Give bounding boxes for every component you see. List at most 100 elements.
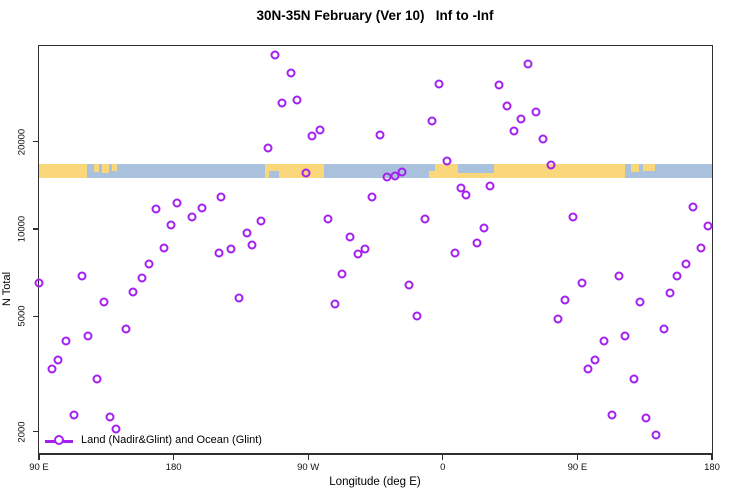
data-point [629, 374, 639, 384]
y-tick-label: 2000 [16, 421, 28, 443]
data-point [553, 314, 563, 324]
data-point [111, 424, 121, 434]
data-point [577, 278, 587, 288]
y-tick-mark [33, 141, 38, 143]
data-point [375, 130, 385, 140]
data-point [270, 50, 280, 60]
y-axis-title: N Total [1, 271, 13, 307]
data-point [105, 412, 115, 422]
data-point [502, 101, 512, 111]
y-tick-mark [33, 431, 38, 433]
x-tick-label: 180 [165, 462, 182, 473]
x-axis-title: Longitude (deg E) [329, 476, 421, 488]
data-point [681, 259, 691, 269]
data-point [461, 190, 471, 200]
x-tick-mark [38, 455, 40, 460]
data-point [568, 212, 578, 222]
ocean-patch [268, 171, 280, 178]
data-point [187, 212, 197, 222]
x-tick-mark [172, 455, 175, 460]
data-point [99, 297, 109, 307]
data-point [242, 228, 252, 238]
data-point [216, 192, 226, 202]
land-segment [631, 164, 639, 172]
data-point [172, 198, 182, 208]
data-point [620, 331, 630, 341]
data-point [607, 410, 617, 420]
x-tick-label: 90 E [567, 462, 588, 473]
data-point [247, 240, 257, 250]
data-point [214, 248, 224, 258]
y-tick-label: 20000 [16, 128, 28, 155]
data-point [546, 160, 556, 170]
data-point [286, 68, 296, 78]
data-point [703, 221, 713, 231]
legend-marker-icon [54, 435, 64, 445]
y-tick-label: 10000 [16, 215, 28, 243]
data-point [516, 114, 526, 124]
land-segment [93, 164, 99, 172]
legend-label: Land (Nadir&Glint) and Ocean (Glint) [81, 434, 262, 446]
x-tick-mark [576, 455, 579, 460]
data-point [390, 171, 400, 181]
land-segment [111, 164, 117, 171]
ocean-patch [428, 164, 435, 171]
data-point [659, 324, 669, 334]
data-point [614, 271, 624, 281]
data-point [315, 125, 325, 135]
data-point [277, 98, 287, 108]
data-point [256, 216, 266, 226]
data-point [560, 295, 570, 305]
data-point [494, 80, 504, 90]
data-point [665, 288, 675, 298]
data-point [323, 214, 333, 224]
x-tick-label: 90 E [29, 462, 49, 473]
ocean-patch [457, 164, 495, 173]
data-point [151, 204, 161, 214]
data-point [641, 413, 651, 423]
x-tick-label: 180 [704, 462, 720, 473]
data-point [360, 244, 370, 254]
data-point [345, 232, 355, 242]
data-point [69, 410, 79, 420]
x-tick-mark [711, 455, 713, 460]
land-segment [643, 164, 656, 172]
data-point [688, 202, 698, 212]
y-tick-mark [33, 315, 38, 318]
data-point [509, 126, 519, 136]
data-point [672, 271, 682, 281]
data-point [47, 364, 57, 374]
data-point [197, 203, 207, 213]
data-point [635, 297, 645, 307]
data-point [226, 244, 236, 254]
data-point [61, 336, 71, 346]
data-point [599, 336, 609, 346]
data-point [353, 249, 363, 259]
data-point [485, 181, 495, 191]
data-point [651, 430, 661, 440]
data-point [77, 271, 87, 281]
data-point [523, 59, 533, 69]
data-point [442, 156, 452, 166]
data-point [472, 238, 482, 248]
data-point [166, 220, 176, 230]
data-point [531, 107, 541, 117]
data-point [367, 192, 377, 202]
data-point [263, 143, 273, 153]
x-tick-label: 90 W [297, 462, 320, 473]
data-point [456, 183, 466, 193]
data-point [292, 95, 302, 105]
data-point [144, 259, 154, 269]
chart-title: 30N-35N February (Ver 10) Inf to -Inf [256, 8, 494, 23]
x-tick-mark [442, 455, 444, 460]
data-point [590, 355, 600, 365]
data-point [301, 168, 311, 178]
plot-area: 90 E 180 90 W 0 90 E 180 2000 5000 10000 20000 La… [1, 45, 720, 473]
data-point [234, 293, 244, 303]
data-point [137, 273, 147, 283]
y-tick-label: 5000 [16, 305, 28, 327]
data-point [404, 280, 414, 290]
data-point [696, 243, 706, 253]
world-map-strip [39, 164, 712, 178]
data-point [83, 331, 93, 341]
